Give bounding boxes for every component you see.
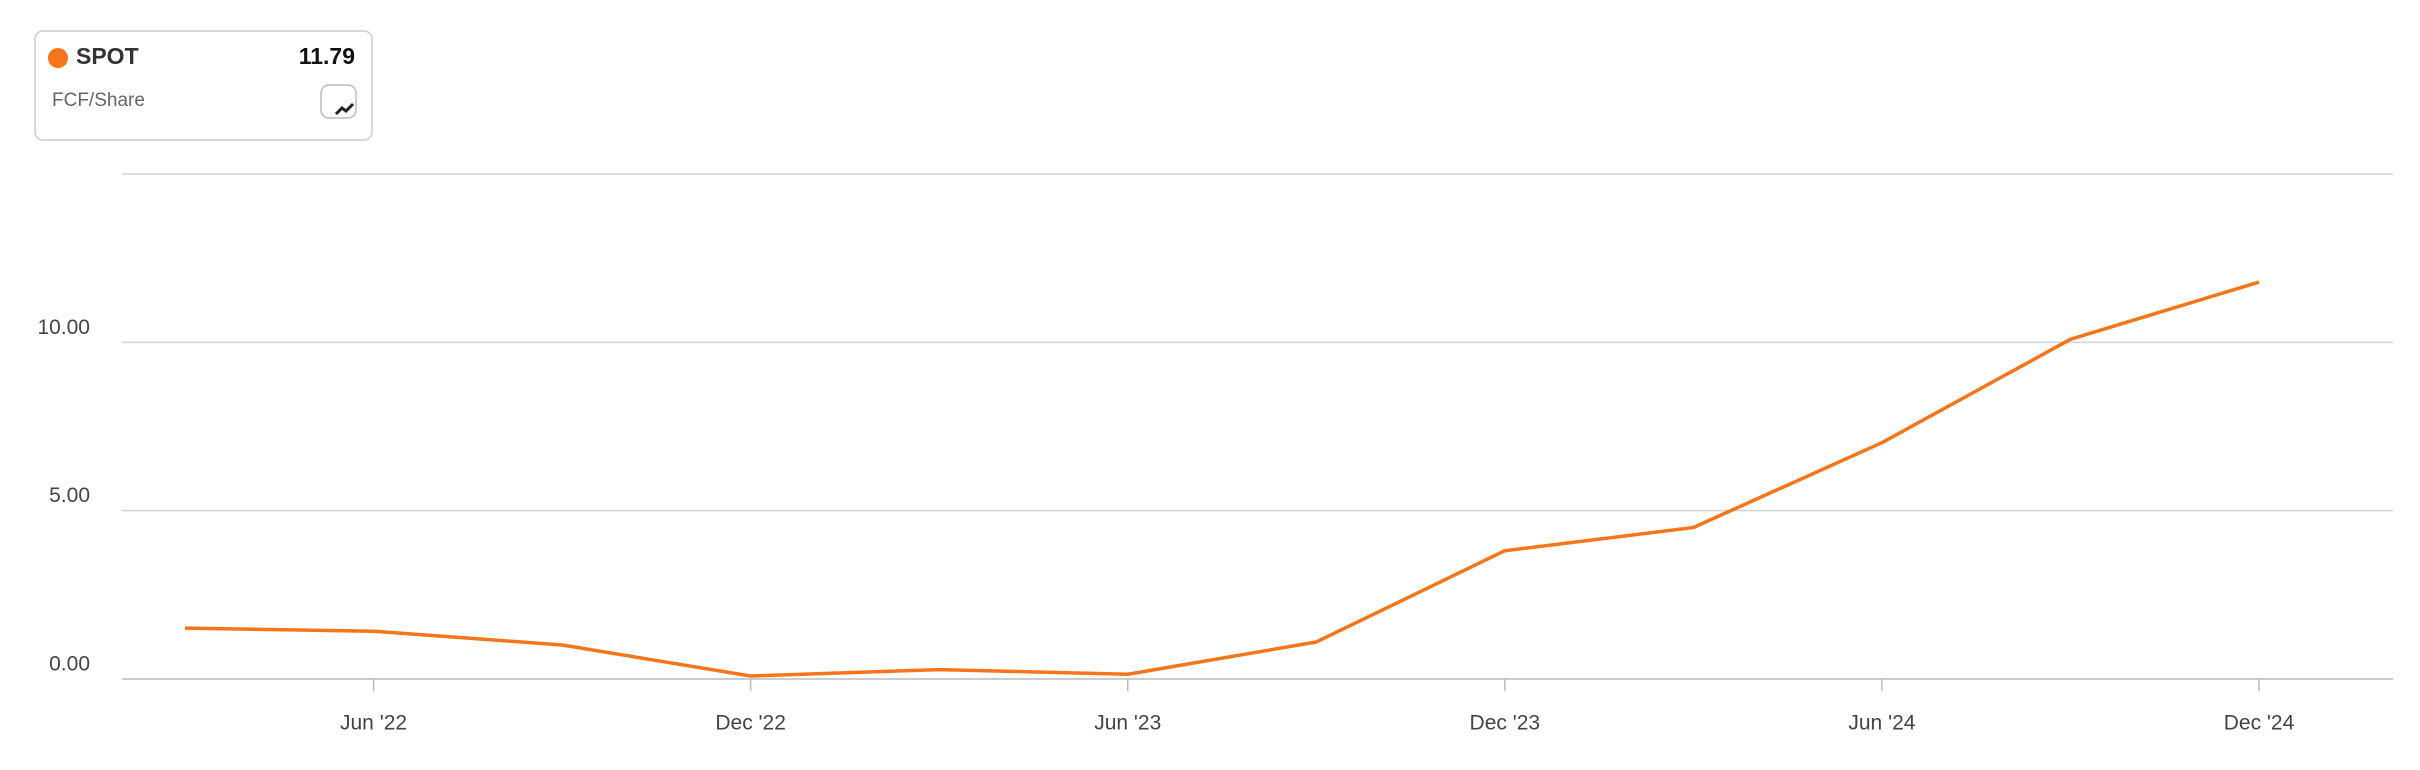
x-tick-label: Jun '23 xyxy=(1094,712,1161,735)
x-tick-label: Dec '24 xyxy=(2224,712,2295,735)
x-tick-label: Dec '22 xyxy=(715,712,786,735)
legend-marker xyxy=(48,48,68,68)
chart-type-button[interactable] xyxy=(320,84,357,119)
y-tick-label: 5.00 xyxy=(49,484,90,507)
y-tick-label: 10.00 xyxy=(37,316,90,339)
legend-subtitle: FCF/Share xyxy=(52,90,145,111)
y-tick-label: 0.00 xyxy=(49,653,90,676)
x-tick-label: Jun '22 xyxy=(340,712,407,735)
x-tick-label: Jun '24 xyxy=(1848,712,1915,735)
legend: SPOT 11.79 FCF/Share xyxy=(34,30,373,141)
x-tick-label: Dec '23 xyxy=(1470,712,1541,735)
legend-box xyxy=(34,30,373,141)
legend-value: 11.79 xyxy=(299,43,355,69)
line-series xyxy=(184,280,2260,678)
legend-label: SPOT xyxy=(76,43,139,69)
